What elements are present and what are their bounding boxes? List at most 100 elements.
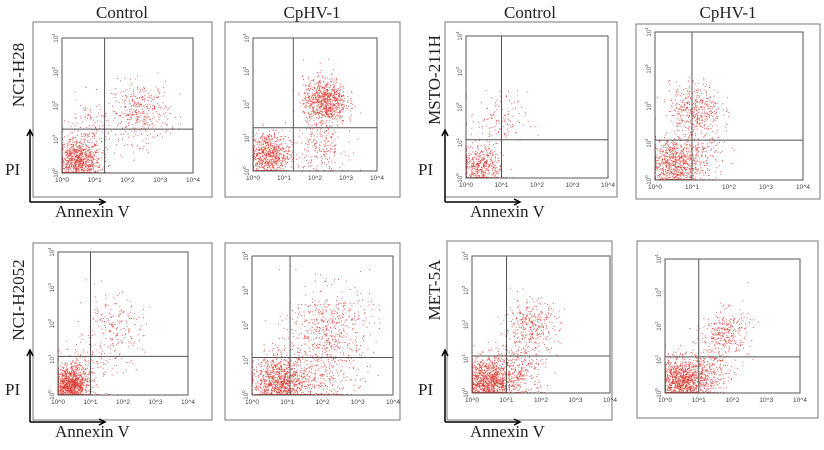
data-point (72, 376, 74, 378)
data-point (67, 150, 69, 152)
data-point (257, 154, 259, 156)
data-point (78, 157, 80, 159)
data-point (274, 137, 276, 139)
data-point (263, 147, 265, 149)
data-point (271, 160, 273, 162)
data-point (148, 118, 150, 120)
data-point (286, 151, 288, 153)
data-point (84, 380, 86, 382)
data-point (286, 388, 288, 389)
data-point (71, 373, 73, 375)
data-point (70, 125, 72, 127)
data-point (76, 146, 78, 148)
data-point (74, 167, 76, 169)
data-point (112, 322, 114, 323)
data-point (70, 155, 72, 156)
data-point (132, 343, 134, 345)
data-point (89, 152, 91, 154)
data-point (90, 118, 92, 120)
data-point (325, 151, 327, 153)
data-point (272, 149, 274, 151)
data-point (279, 149, 281, 151)
data-point (85, 167, 87, 169)
data-point (60, 372, 62, 373)
data-point (282, 377, 284, 379)
data-point (288, 375, 290, 377)
data-point (130, 359, 132, 361)
data-point (75, 150, 77, 151)
y-tick-label: 102 (47, 318, 56, 328)
data-point (301, 132, 303, 134)
data-point (69, 382, 71, 384)
data-point (322, 162, 323, 164)
data-point (276, 388, 278, 390)
data-point (334, 81, 336, 83)
data-point (352, 107, 354, 109)
data-point (69, 374, 71, 376)
data-point (326, 114, 328, 116)
data-point (290, 359, 292, 361)
data-point (68, 155, 70, 157)
data-point (65, 166, 67, 167)
data-point (323, 90, 325, 92)
data-point (267, 167, 269, 169)
data-point (336, 124, 338, 126)
data-point (86, 387, 88, 389)
data-point (130, 108, 132, 110)
data-point (72, 383, 74, 385)
data-point (94, 344, 96, 346)
data-point (280, 168, 282, 170)
data-point (323, 92, 325, 93)
data-point (108, 125, 110, 126)
data-point (265, 138, 267, 139)
data-point (294, 371, 296, 373)
data-point (259, 138, 261, 140)
data-point (128, 114, 130, 116)
data-point (320, 141, 322, 143)
data-point (328, 149, 330, 151)
data-point (75, 151, 77, 153)
data-point (269, 140, 271, 142)
data-point (77, 380, 79, 382)
data-point (135, 112, 136, 114)
data-point (70, 151, 72, 153)
data-point (340, 115, 342, 117)
data-point (97, 161, 99, 163)
data-point (314, 112, 316, 114)
data-point (75, 352, 77, 354)
data-point (313, 93, 315, 95)
data-point (323, 155, 325, 157)
data-point (270, 144, 272, 146)
data-point (328, 96, 330, 98)
data-point (65, 384, 67, 386)
data-point (142, 125, 144, 127)
data-point (74, 148, 76, 150)
data-point (282, 161, 284, 163)
data-point (137, 103, 139, 105)
data-point (63, 391, 65, 393)
data-point (330, 114, 332, 115)
data-point (278, 147, 280, 149)
data-point (322, 123, 323, 125)
data-point (312, 98, 314, 100)
data-point (327, 101, 329, 103)
data-point (263, 357, 265, 359)
data-point (87, 385, 89, 387)
data-point (274, 148, 276, 150)
data-point (311, 134, 313, 136)
data-point (302, 358, 304, 360)
data-point (74, 380, 76, 382)
data-point (283, 379, 285, 381)
data-point (302, 102, 304, 104)
data-point (85, 134, 86, 136)
data-point (262, 139, 264, 141)
data-point (87, 365, 89, 367)
data-point (278, 132, 280, 134)
data-point (151, 123, 153, 125)
data-point (266, 370, 267, 372)
data-point (105, 146, 107, 148)
data-point (138, 97, 140, 99)
data-point (254, 153, 255, 155)
data-point (319, 144, 320, 146)
data-point (337, 95, 339, 97)
